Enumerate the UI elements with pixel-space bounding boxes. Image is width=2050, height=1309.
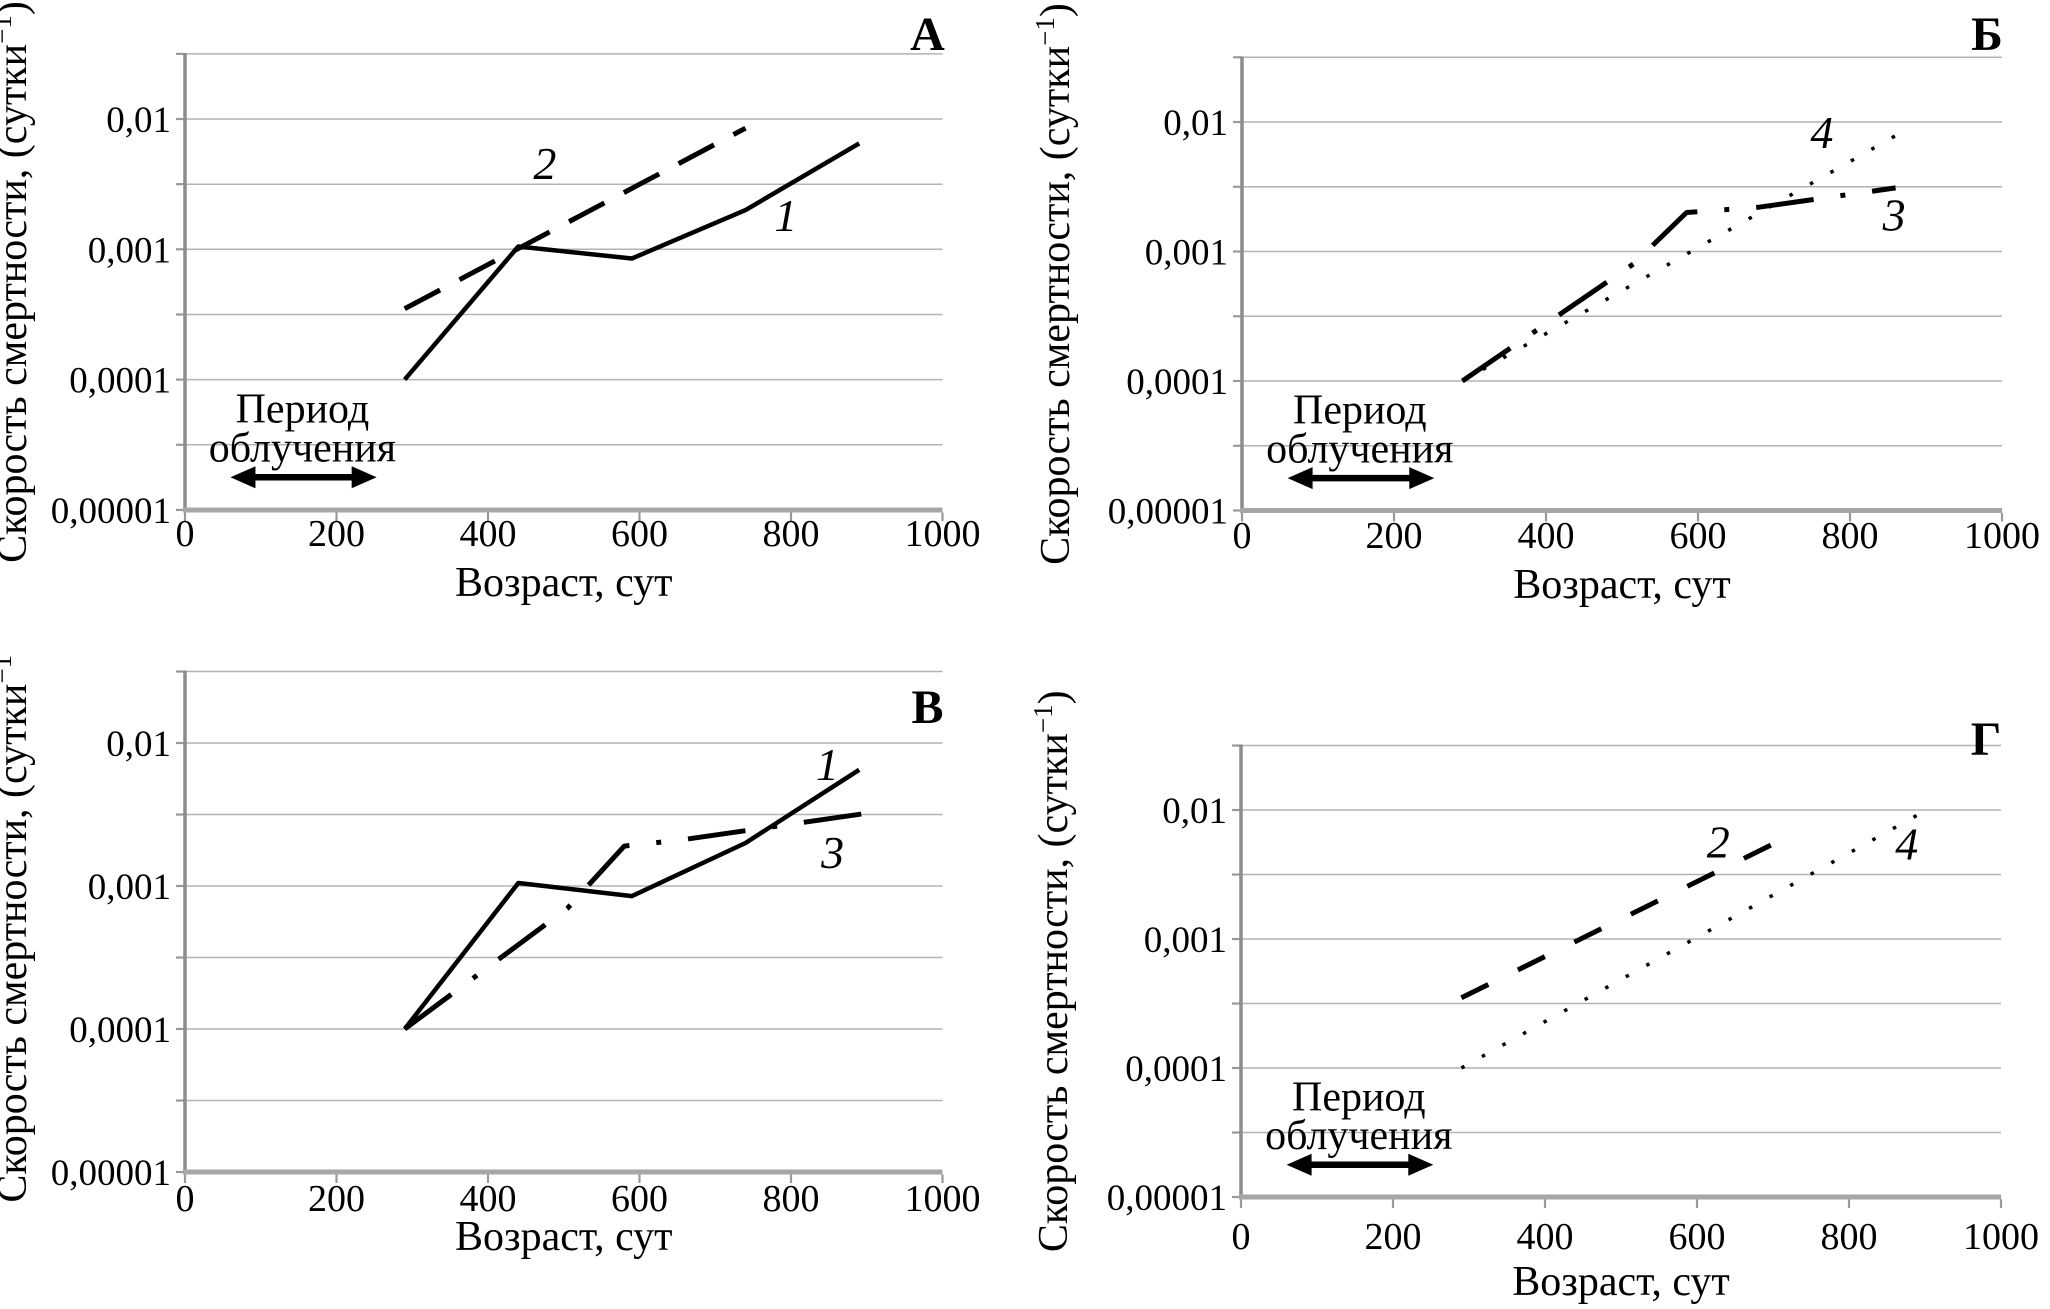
panel-g: 0 200 400 600 800 1000 0,01 0,001 0,0001 0,00001 В… (1025, 655, 2050, 1309)
panel-letter: А (910, 8, 945, 61)
x-tick-label: 1000 (1964, 515, 2040, 557)
series-line-1 (402, 767, 861, 1031)
x-tick-label: 1000 (905, 513, 981, 555)
y-tick-label: 0,00001 (51, 491, 171, 532)
chart-panel-a: 0 200 400 600 800 1000 0,01 0,001 0,0001 0,00001 В… (0, 1, 981, 606)
x-tick-label: 0 (176, 513, 195, 555)
y-tick-label: 0,00001 (1108, 492, 1228, 533)
irradiation-period-label-line2: облучения (1266, 426, 1453, 472)
series-label-4: 4 (1895, 819, 1918, 870)
y-tick-label: 0,01 (1163, 103, 1228, 144)
chart-panel-b: 0 200 400 600 800 1000 0,01 0,001 0,0001 0,00001 В… (1030, 3, 2040, 608)
y-tick-label: 0,01 (106, 724, 171, 765)
x-tick-label: 200 (308, 513, 365, 555)
series-line-1 (402, 141, 861, 382)
series-label-1: 1 (816, 739, 839, 790)
irradiation-period-label-line1: Период (1292, 1074, 1426, 1120)
x-tick-label: 800 (763, 513, 820, 555)
irradiation-period-label-line1: Период (236, 386, 370, 432)
arrow-left-head (1287, 467, 1313, 490)
x-tick-label: 400 (460, 1178, 517, 1220)
series-label-3: 3 (820, 827, 844, 878)
x-tick-label: 0 (1233, 515, 1252, 557)
arrow-right-head (1408, 1153, 1434, 1176)
series-line-3 (1460, 185, 1896, 384)
y-tick-label: 0,0001 (1126, 362, 1228, 403)
y-tick-label: 0,001 (1144, 920, 1227, 961)
x-tick-label: 0 (1232, 1216, 1251, 1258)
x-tick-label: 200 (1365, 1216, 1422, 1258)
y-tick-label: 0,00001 (51, 1153, 171, 1194)
chart-panel-v: 0 200 400 600 800 1000 0,01 0,001 0,0001 0,00001 В… (0, 655, 981, 1260)
series-label-1: 1 (774, 190, 797, 241)
x-tick-label: 600 (1669, 1216, 1726, 1258)
series-label-4: 4 (1810, 107, 1833, 158)
y-axis-title: Скорость смертности, (сутки−1) (1028, 690, 1077, 1252)
x-axis-title: Возраст, сут (455, 560, 673, 606)
arrow-left-head (1286, 1153, 1312, 1176)
x-axis-title: Возраст, сут (455, 1214, 673, 1260)
panel-letter: Г (1971, 713, 2002, 766)
x-tick-label: 800 (1822, 515, 1879, 557)
x-axis-title: Возраст, сут (1512, 1259, 1730, 1305)
panel-a: 0 200 400 600 800 1000 0,01 0,001 0,0001 0,00001 В… (0, 0, 1025, 655)
series-label-2: 2 (533, 138, 556, 189)
y-tick-label: 0,01 (1162, 791, 1227, 832)
y-axis-title: Скорость смертности, (сутки−1) (0, 655, 36, 1203)
series-line-2 (1460, 837, 1784, 1001)
y-tick-label: 0,0001 (1125, 1049, 1227, 1090)
arrow-right-head (351, 466, 377, 489)
irradiation-period-label-line2: облучения (1265, 1113, 1452, 1159)
y-axis-title: Скорость смертности, (сутки−1) (0, 1, 36, 563)
x-tick-label: 600 (611, 1178, 668, 1220)
x-axis-title: Возраст, сут (1513, 562, 1731, 608)
x-tick-label: 400 (1517, 1216, 1574, 1258)
x-tick-label: 800 (1821, 1216, 1878, 1258)
x-tick-label: 200 (1366, 515, 1423, 557)
x-tick-label: 1000 (1963, 1216, 2039, 1258)
panel-v: 0 200 400 600 800 1000 0,01 0,001 0,0001 0,00001 В… (0, 655, 1025, 1309)
panel-b: 0 200 400 600 800 1000 0,01 0,001 0,0001 0,00001 В… (1025, 0, 2050, 655)
x-tick-label: 400 (1518, 515, 1575, 557)
series-line-2 (403, 125, 747, 311)
y-tick-label: 0,001 (88, 867, 171, 908)
y-tick-label: 0,001 (88, 230, 171, 271)
x-tick-label: 400 (460, 513, 517, 555)
irradiation-period-label-line2: облучения (209, 426, 396, 472)
x-tick-label: 0 (176, 1178, 195, 1220)
y-axis-title: Скорость смертности, (сутки−1) (1030, 3, 1079, 565)
series-line-3 (403, 811, 864, 1032)
x-tick-label: 800 (763, 1178, 820, 1220)
arrow-left-head (230, 466, 256, 489)
panel-letter: В (911, 681, 943, 734)
y-tick-label: 0,0001 (69, 361, 171, 402)
series-label-3: 3 (1882, 189, 1906, 240)
panel-letter: Б (1971, 8, 2003, 61)
y-tick-label: 0,001 (1145, 233, 1228, 274)
series-line-4 (1460, 810, 1925, 1070)
irradiation-period-label-line1: Период (1293, 387, 1427, 433)
series-label-2: 2 (1707, 816, 1730, 867)
x-tick-label: 200 (308, 1178, 365, 1220)
x-tick-label: 600 (611, 513, 668, 555)
series-line-4 (1461, 127, 1908, 383)
y-tick-label: 0,0001 (69, 1010, 171, 1051)
y-tick-label: 0,01 (106, 100, 171, 141)
arrow-right-head (1409, 467, 1435, 490)
x-tick-label: 600 (1670, 515, 1727, 557)
y-tick-label: 0,00001 (1107, 1178, 1227, 1219)
x-tick-label: 1000 (905, 1178, 981, 1220)
chart-panel-g: 0 200 400 600 800 1000 0,01 0,001 0,0001 0,00001 В… (1028, 690, 2039, 1305)
